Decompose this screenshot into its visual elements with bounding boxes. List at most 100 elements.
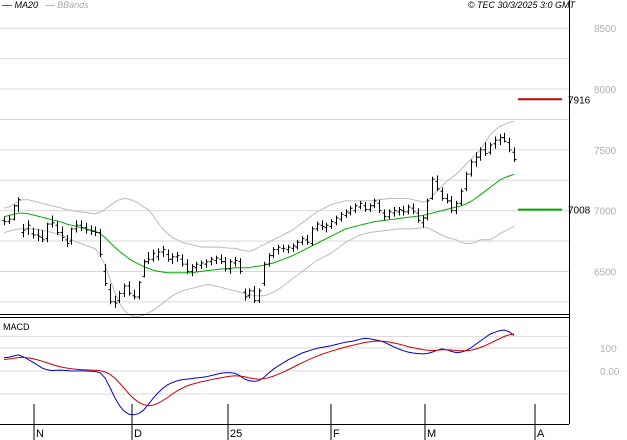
legend-ma20-swatch xyxy=(2,5,12,7)
ohlc-bar xyxy=(334,215,339,226)
ohlc-bar xyxy=(387,209,392,220)
price-tick-label: 8000 xyxy=(594,85,617,96)
ohlc-bar xyxy=(478,147,483,161)
ohlc-bar xyxy=(295,239,300,250)
ohlc-bar xyxy=(127,281,132,296)
ohlc-bar xyxy=(459,188,464,206)
ohlc-bar xyxy=(300,236,305,245)
legend-ma20-label: MA20 xyxy=(14,0,39,10)
ohlc-bar xyxy=(353,203,358,214)
level-label: 7008 xyxy=(568,206,591,217)
ohlc-bar xyxy=(464,171,469,192)
ohlc-bar xyxy=(474,152,479,167)
ohlc-bar xyxy=(498,134,503,145)
indicator-legend: MA20 BBands xyxy=(2,0,89,10)
time-label: 25 xyxy=(230,428,242,440)
ohlc-bar xyxy=(175,251,180,262)
legend-bbands-swatch xyxy=(44,5,55,7)
ohlc-bar xyxy=(151,249,156,262)
ohlc-bar xyxy=(358,200,363,210)
ohlc-bar xyxy=(440,187,445,201)
copyright-notice: © TEC 30/3/2025 3:0 GMT xyxy=(467,0,575,10)
time-label: M xyxy=(427,428,436,440)
ohlc-bar xyxy=(315,221,320,232)
chart-axes xyxy=(0,0,570,425)
ohlc-bar xyxy=(74,220,79,233)
ohlc-bar xyxy=(329,219,334,229)
ohlc-bar xyxy=(180,254,185,267)
ohlc-bar xyxy=(142,259,147,278)
axis-labels: 8500 8000 7500 7000 6500 100 0.00 N D 25 F M A xyxy=(33,24,620,440)
time-label: N xyxy=(36,428,44,440)
ohlc-bar xyxy=(50,215,55,228)
ohlc-bar xyxy=(69,227,74,245)
ohlc-bar xyxy=(55,221,60,235)
ohlc-bar xyxy=(449,196,454,214)
ohlc-bar xyxy=(425,198,430,221)
ohlc-bar xyxy=(223,256,228,272)
macd-gridlines xyxy=(0,335,569,395)
ohlc-bar xyxy=(12,204,17,221)
ohlc-bar xyxy=(507,137,512,153)
ohlc-bar xyxy=(238,258,243,274)
macd-tick-label: 100 xyxy=(600,344,617,355)
ohlc-bar xyxy=(421,215,426,228)
ohlc-bar xyxy=(416,208,421,223)
ohlc-bar xyxy=(214,255,219,265)
ohlc-bar xyxy=(368,203,373,212)
ohlc-bar xyxy=(137,281,142,300)
ohlc-bar xyxy=(36,228,41,242)
ohlc-bar xyxy=(7,215,12,225)
ohlc-bar xyxy=(469,159,474,177)
ohlc-bar xyxy=(103,264,108,287)
ohlc-bar xyxy=(512,147,517,162)
ohlc-bar xyxy=(65,234,70,248)
ohlc-bar xyxy=(435,175,440,192)
ohlc-bar xyxy=(310,226,315,246)
ohlc-bar xyxy=(84,222,89,234)
ohlc-bar xyxy=(185,259,190,274)
ohlc-bar xyxy=(348,205,353,216)
ohlc-bar xyxy=(190,264,195,277)
ohlc-bar xyxy=(204,259,209,268)
ohlc-bar xyxy=(117,290,122,304)
price-gridlines xyxy=(0,27,569,303)
ohlc-bar xyxy=(219,254,224,265)
macd-lines xyxy=(3,329,515,416)
ohlc-bar xyxy=(320,220,325,231)
ohlc-bar xyxy=(199,260,204,270)
price-tick-label: 6500 xyxy=(594,267,617,278)
ohlc-bar xyxy=(170,253,175,265)
ohlc-bar xyxy=(252,286,257,304)
ohlc-bar xyxy=(339,211,344,222)
macd-series-1 xyxy=(3,333,515,407)
ohlc-bar xyxy=(166,249,171,262)
ohlc-bar xyxy=(305,234,310,245)
ohlc-bar xyxy=(132,289,137,300)
ohlc-bar xyxy=(113,295,118,308)
time-label: F xyxy=(333,428,340,440)
ohlc-bar xyxy=(445,193,450,204)
ohlc-bar xyxy=(26,220,31,235)
ohlc-bar xyxy=(243,288,248,301)
ohlc-bar xyxy=(16,197,21,212)
ma20-path xyxy=(3,173,515,274)
ohlc-bar xyxy=(209,256,214,266)
ohlc-bar xyxy=(483,142,488,156)
ohlc-bar xyxy=(228,259,233,274)
ohlc-bar xyxy=(89,225,94,235)
ohlc-bar xyxy=(262,261,267,287)
ohlc-bar xyxy=(401,205,406,216)
ohlc-bar xyxy=(276,244,281,255)
price-tick-label: 7500 xyxy=(594,146,617,157)
ohlc-bar xyxy=(122,283,127,297)
macd-series-0 xyxy=(3,329,515,416)
ohlc-bar xyxy=(108,283,113,305)
ohlc-bar xyxy=(98,228,103,257)
bollinger-bands xyxy=(3,120,515,317)
ohlc-bar xyxy=(397,206,402,216)
legend-bbands-label: BBands xyxy=(57,0,89,10)
price-bars xyxy=(2,132,517,308)
ohlc-bar xyxy=(377,199,382,214)
